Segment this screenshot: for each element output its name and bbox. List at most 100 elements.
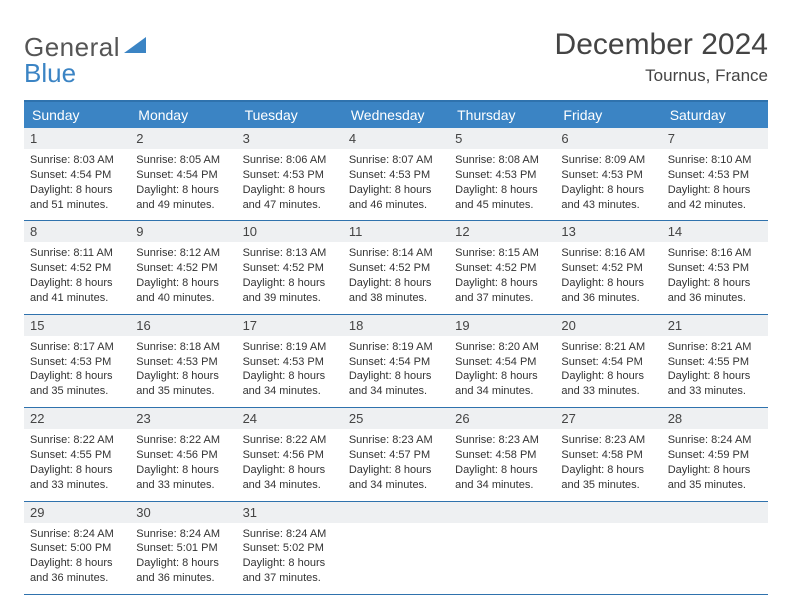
day-number: 24 [237, 408, 343, 429]
day-info: Sunrise: 8:10 AMSunset: 4:53 PMDaylight:… [668, 149, 762, 212]
day-info: Sunrise: 8:13 AMSunset: 4:52 PMDaylight:… [243, 242, 337, 305]
day-number: 25 [343, 408, 449, 429]
day-cell: 20Sunrise: 8:21 AMSunset: 4:54 PMDayligh… [555, 315, 661, 407]
day-number: 11 [343, 221, 449, 242]
day-cell: 30Sunrise: 8:24 AMSunset: 5:01 PMDayligh… [130, 502, 236, 594]
day-number: 3 [237, 128, 343, 149]
day-info: Sunrise: 8:14 AMSunset: 4:52 PMDaylight:… [349, 242, 443, 305]
day-info: Sunrise: 8:07 AMSunset: 4:53 PMDaylight:… [349, 149, 443, 212]
day-body: Sunrise: 8:18 AMSunset: 4:53 PMDaylight:… [130, 336, 236, 407]
day-cell: 13Sunrise: 8:16 AMSunset: 4:52 PMDayligh… [555, 221, 661, 313]
day-body: Sunrise: 8:05 AMSunset: 4:54 PMDaylight:… [130, 149, 236, 220]
day-info: Sunrise: 8:23 AMSunset: 4:58 PMDaylight:… [455, 429, 549, 492]
day-cell: 3Sunrise: 8:06 AMSunset: 4:53 PMDaylight… [237, 128, 343, 220]
day-cell: 2Sunrise: 8:05 AMSunset: 4:54 PMDaylight… [130, 128, 236, 220]
dow-sat: Saturday [662, 102, 768, 128]
day-body: Sunrise: 8:14 AMSunset: 4:52 PMDaylight:… [343, 242, 449, 313]
day-cell: 5Sunrise: 8:08 AMSunset: 4:53 PMDaylight… [449, 128, 555, 220]
day-number: 29 [24, 502, 130, 523]
day-number: 27 [555, 408, 661, 429]
day-number: 21 [662, 315, 768, 336]
week-row: 15Sunrise: 8:17 AMSunset: 4:53 PMDayligh… [24, 315, 768, 408]
day-number: 22 [24, 408, 130, 429]
day-body: Sunrise: 8:17 AMSunset: 4:53 PMDaylight:… [24, 336, 130, 407]
day-number: 4 [343, 128, 449, 149]
day-info: Sunrise: 8:23 AMSunset: 4:58 PMDaylight:… [561, 429, 655, 492]
day-body: Sunrise: 8:15 AMSunset: 4:52 PMDaylight:… [449, 242, 555, 313]
day-number: 28 [662, 408, 768, 429]
day-cell: 28Sunrise: 8:24 AMSunset: 4:59 PMDayligh… [662, 408, 768, 500]
day-info: Sunrise: 8:24 AMSunset: 4:59 PMDaylight:… [668, 429, 762, 492]
day-cell: 7Sunrise: 8:10 AMSunset: 4:53 PMDaylight… [662, 128, 768, 220]
day-body: Sunrise: 8:22 AMSunset: 4:55 PMDaylight:… [24, 429, 130, 500]
day-number: 17 [237, 315, 343, 336]
day-body [449, 523, 555, 580]
day-number [555, 502, 661, 523]
day-number: 2 [130, 128, 236, 149]
dow-header-row: Sunday Monday Tuesday Wednesday Thursday… [24, 102, 768, 128]
day-cell [555, 502, 661, 594]
day-number: 7 [662, 128, 768, 149]
week-row: 8Sunrise: 8:11 AMSunset: 4:52 PMDaylight… [24, 221, 768, 314]
day-info: Sunrise: 8:16 AMSunset: 4:52 PMDaylight:… [561, 242, 655, 305]
day-cell: 6Sunrise: 8:09 AMSunset: 4:53 PMDaylight… [555, 128, 661, 220]
day-number: 19 [449, 315, 555, 336]
day-body: Sunrise: 8:19 AMSunset: 4:53 PMDaylight:… [237, 336, 343, 407]
day-cell: 27Sunrise: 8:23 AMSunset: 4:58 PMDayligh… [555, 408, 661, 500]
day-number: 26 [449, 408, 555, 429]
day-body [555, 523, 661, 580]
day-info: Sunrise: 8:09 AMSunset: 4:53 PMDaylight:… [561, 149, 655, 212]
day-body: Sunrise: 8:06 AMSunset: 4:53 PMDaylight:… [237, 149, 343, 220]
day-info: Sunrise: 8:24 AMSunset: 5:02 PMDaylight:… [243, 523, 337, 586]
day-number [449, 502, 555, 523]
day-body: Sunrise: 8:03 AMSunset: 4:54 PMDaylight:… [24, 149, 130, 220]
header: General December 2024 Tournus, France [24, 28, 768, 86]
dow-tue: Tuesday [237, 102, 343, 128]
day-body: Sunrise: 8:24 AMSunset: 4:59 PMDaylight:… [662, 429, 768, 500]
day-body [343, 523, 449, 580]
day-body [662, 523, 768, 580]
day-number [662, 502, 768, 523]
day-info: Sunrise: 8:21 AMSunset: 4:55 PMDaylight:… [668, 336, 762, 399]
day-cell: 23Sunrise: 8:22 AMSunset: 4:56 PMDayligh… [130, 408, 236, 500]
dow-thu: Thursday [449, 102, 555, 128]
day-info: Sunrise: 8:24 AMSunset: 5:00 PMDaylight:… [30, 523, 124, 586]
day-number: 16 [130, 315, 236, 336]
day-body: Sunrise: 8:11 AMSunset: 4:52 PMDaylight:… [24, 242, 130, 313]
calendar-page: General December 2024 Tournus, France Bl… [0, 0, 792, 612]
day-info: Sunrise: 8:19 AMSunset: 4:54 PMDaylight:… [349, 336, 443, 399]
day-body: Sunrise: 8:22 AMSunset: 4:56 PMDaylight:… [130, 429, 236, 500]
day-info: Sunrise: 8:24 AMSunset: 5:01 PMDaylight:… [136, 523, 230, 586]
day-number: 12 [449, 221, 555, 242]
day-info: Sunrise: 8:05 AMSunset: 4:54 PMDaylight:… [136, 149, 230, 212]
day-number: 6 [555, 128, 661, 149]
week-row: 22Sunrise: 8:22 AMSunset: 4:55 PMDayligh… [24, 408, 768, 501]
day-cell: 9Sunrise: 8:12 AMSunset: 4:52 PMDaylight… [130, 221, 236, 313]
day-cell: 12Sunrise: 8:15 AMSunset: 4:52 PMDayligh… [449, 221, 555, 313]
day-number: 1 [24, 128, 130, 149]
day-cell: 8Sunrise: 8:11 AMSunset: 4:52 PMDaylight… [24, 221, 130, 313]
day-number: 13 [555, 221, 661, 242]
day-cell: 31Sunrise: 8:24 AMSunset: 5:02 PMDayligh… [237, 502, 343, 594]
dow-sun: Sunday [24, 102, 130, 128]
day-cell: 10Sunrise: 8:13 AMSunset: 4:52 PMDayligh… [237, 221, 343, 313]
day-body: Sunrise: 8:16 AMSunset: 4:53 PMDaylight:… [662, 242, 768, 313]
week-row: 1Sunrise: 8:03 AMSunset: 4:54 PMDaylight… [24, 128, 768, 221]
day-info: Sunrise: 8:03 AMSunset: 4:54 PMDaylight:… [30, 149, 124, 212]
day-body: Sunrise: 8:24 AMSunset: 5:01 PMDaylight:… [130, 523, 236, 594]
dow-wed: Wednesday [343, 102, 449, 128]
day-body: Sunrise: 8:10 AMSunset: 4:53 PMDaylight:… [662, 149, 768, 220]
day-number: 8 [24, 221, 130, 242]
day-info: Sunrise: 8:22 AMSunset: 4:55 PMDaylight:… [30, 429, 124, 492]
day-cell: 15Sunrise: 8:17 AMSunset: 4:53 PMDayligh… [24, 315, 130, 407]
day-info: Sunrise: 8:15 AMSunset: 4:52 PMDaylight:… [455, 242, 549, 305]
day-body: Sunrise: 8:21 AMSunset: 4:55 PMDaylight:… [662, 336, 768, 407]
dow-mon: Monday [130, 102, 236, 128]
day-number: 15 [24, 315, 130, 336]
day-number: 23 [130, 408, 236, 429]
day-info: Sunrise: 8:20 AMSunset: 4:54 PMDaylight:… [455, 336, 549, 399]
day-body: Sunrise: 8:21 AMSunset: 4:54 PMDaylight:… [555, 336, 661, 407]
day-cell: 26Sunrise: 8:23 AMSunset: 4:58 PMDayligh… [449, 408, 555, 500]
day-cell: 29Sunrise: 8:24 AMSunset: 5:00 PMDayligh… [24, 502, 130, 594]
day-info: Sunrise: 8:08 AMSunset: 4:53 PMDaylight:… [455, 149, 549, 212]
